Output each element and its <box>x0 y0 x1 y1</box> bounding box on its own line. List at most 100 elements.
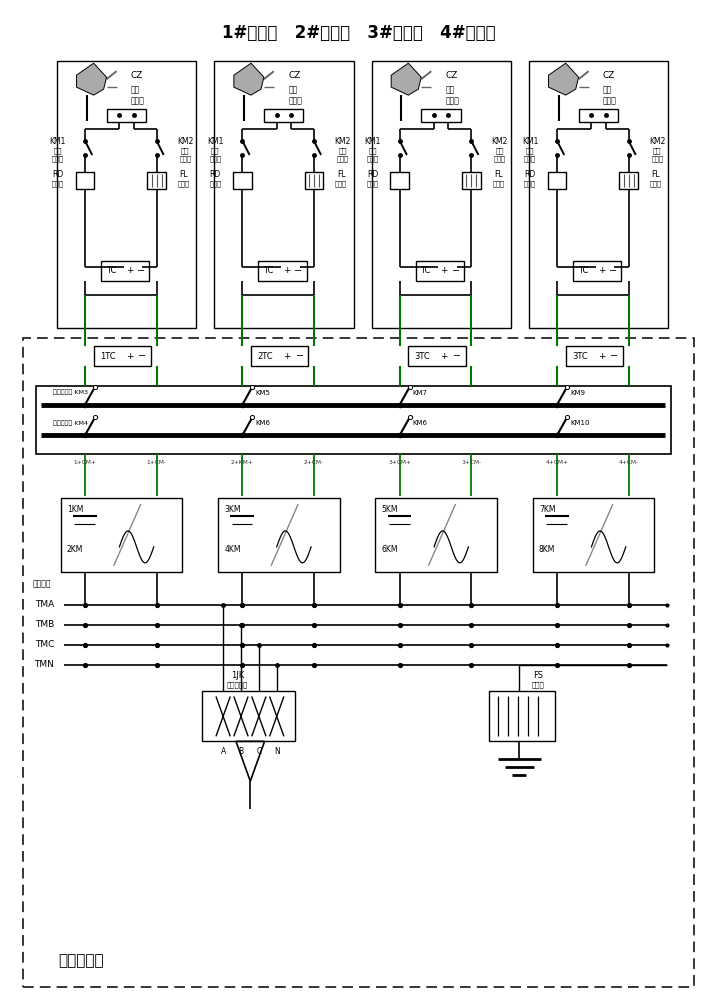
Text: 2KM: 2KM <box>67 545 83 554</box>
Text: RD: RD <box>52 170 63 179</box>
Text: +: + <box>126 266 133 275</box>
Text: 4KM: 4KM <box>224 545 241 554</box>
Text: +: + <box>283 352 291 361</box>
Text: 接触器: 接触器 <box>651 156 663 162</box>
Text: 接置器: 接置器 <box>531 681 544 688</box>
Text: A: A <box>220 747 225 756</box>
Text: RD: RD <box>367 170 378 179</box>
Text: TMB: TMB <box>34 620 54 629</box>
Text: KM10: KM10 <box>570 420 589 426</box>
Bar <box>93 346 151 366</box>
Text: +: + <box>126 352 133 361</box>
Text: 充电枪: 充电枪 <box>446 97 460 106</box>
Text: 输出: 输出 <box>338 148 347 154</box>
Bar <box>376 498 497 572</box>
Text: 2+CM-: 2+CM- <box>304 460 324 465</box>
Bar <box>214 61 354 328</box>
Text: TMC: TMC <box>34 640 54 649</box>
Text: 3TC: 3TC <box>572 352 588 361</box>
Polygon shape <box>234 63 264 95</box>
Text: 3KM: 3KM <box>224 505 241 514</box>
Text: FL: FL <box>651 170 660 179</box>
Text: −: − <box>294 266 302 276</box>
Bar <box>36 386 671 454</box>
Bar <box>421 109 460 122</box>
Bar <box>218 498 340 572</box>
Text: 1+CM+: 1+CM+ <box>74 460 96 465</box>
Text: FS: FS <box>533 671 543 680</box>
Polygon shape <box>391 63 421 95</box>
Bar <box>416 261 464 281</box>
Text: TC: TC <box>263 266 274 275</box>
Text: CZ: CZ <box>446 71 458 80</box>
Bar <box>101 261 149 281</box>
Text: 接触器: 接触器 <box>337 156 348 162</box>
Text: 2TC: 2TC <box>258 352 273 361</box>
Bar <box>57 61 196 328</box>
Text: 2+KM+: 2+KM+ <box>231 460 253 465</box>
Text: 1JK: 1JK <box>230 671 244 680</box>
Text: C: C <box>256 747 261 756</box>
Text: 接触器: 接触器 <box>52 156 64 162</box>
Bar <box>106 109 146 122</box>
Text: RD: RD <box>210 170 221 179</box>
Text: 熔断器: 熔断器 <box>52 181 64 187</box>
Text: 8KM: 8KM <box>539 545 555 554</box>
Text: 1+CM-: 1+CM- <box>146 460 167 465</box>
Text: TMA: TMA <box>34 600 54 609</box>
Text: 接触器: 接触器 <box>524 156 536 162</box>
Bar <box>258 261 307 281</box>
Text: 接触器: 接触器 <box>180 156 191 162</box>
Text: 并机接触器 KM3: 并机接触器 KM3 <box>53 390 88 395</box>
Bar <box>409 346 465 366</box>
Bar <box>264 109 303 122</box>
Bar <box>23 338 694 987</box>
Text: CZ: CZ <box>603 71 615 80</box>
Text: KM5: KM5 <box>256 390 270 396</box>
Bar <box>548 172 567 189</box>
Text: 充电模块: 充电模块 <box>33 579 52 588</box>
Polygon shape <box>77 63 106 95</box>
Text: 5KM: 5KM <box>381 505 398 514</box>
Bar <box>620 172 638 189</box>
Text: 3+CM+: 3+CM+ <box>388 460 411 465</box>
Bar <box>202 691 294 741</box>
Text: KM6: KM6 <box>413 420 428 426</box>
Bar <box>533 498 654 572</box>
Bar <box>462 172 480 189</box>
Text: +: + <box>283 266 291 275</box>
Text: TMN: TMN <box>34 660 55 669</box>
Text: −: − <box>137 266 145 276</box>
Text: TC: TC <box>578 266 588 275</box>
Bar <box>391 172 409 189</box>
Bar <box>61 498 182 572</box>
Text: −: − <box>453 351 461 361</box>
Text: 直流: 直流 <box>131 86 140 95</box>
Text: KM9: KM9 <box>570 390 585 396</box>
Bar <box>529 61 668 328</box>
Text: 1KM: 1KM <box>67 505 83 514</box>
Text: 接触器: 接触器 <box>367 156 378 162</box>
Text: 并机接触器 KM4: 并机接触器 KM4 <box>53 420 88 426</box>
Text: KM2: KM2 <box>335 136 350 145</box>
Text: −: − <box>452 266 460 276</box>
Text: 输出: 输出 <box>54 148 62 154</box>
Text: 直流: 直流 <box>288 86 297 95</box>
Bar <box>304 172 323 189</box>
Text: 3TC: 3TC <box>415 352 431 361</box>
Text: +: + <box>597 352 605 361</box>
Bar <box>489 691 555 741</box>
Text: 3+CM-: 3+CM- <box>461 460 481 465</box>
Text: 输出: 输出 <box>368 148 377 154</box>
Text: 充电枪: 充电枪 <box>603 97 617 106</box>
Text: TC: TC <box>106 266 116 275</box>
Text: 接触器: 接触器 <box>209 156 221 162</box>
Text: 直流: 直流 <box>446 86 454 95</box>
Text: KM2: KM2 <box>649 136 666 145</box>
Text: 分流器: 分流器 <box>335 181 347 187</box>
Text: FL: FL <box>494 170 503 179</box>
Polygon shape <box>549 63 579 95</box>
Text: N: N <box>274 747 279 756</box>
Text: 6KM: 6KM <box>381 545 398 554</box>
Bar <box>573 261 622 281</box>
